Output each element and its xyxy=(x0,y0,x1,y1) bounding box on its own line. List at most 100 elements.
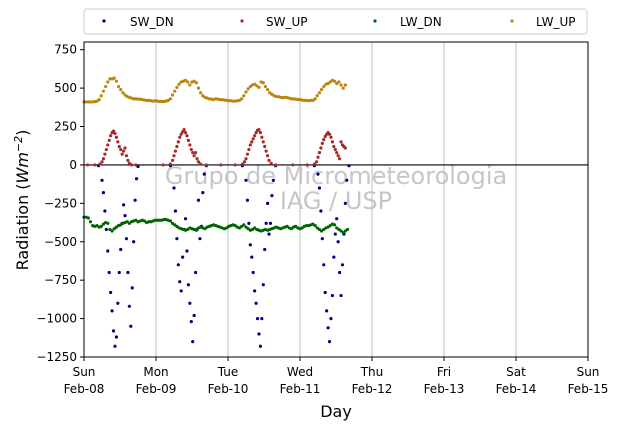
series-lw-up xyxy=(82,76,347,104)
data-point xyxy=(261,81,265,85)
data-point xyxy=(267,232,271,236)
data-point xyxy=(244,157,248,161)
data-point xyxy=(106,80,110,84)
data-point xyxy=(106,249,110,253)
data-point xyxy=(322,263,326,267)
x-tick-label-day: Sat xyxy=(506,365,526,379)
data-point xyxy=(170,93,175,97)
y-tick-label: −1250 xyxy=(36,350,77,364)
x-axis-label: Day xyxy=(320,402,352,421)
data-point xyxy=(340,263,345,267)
data-point xyxy=(181,130,185,134)
data-point xyxy=(110,229,114,233)
legend-label-sw-dn: SW_DN xyxy=(130,15,174,29)
data-point xyxy=(179,132,183,136)
data-point xyxy=(192,154,196,158)
data-point xyxy=(242,223,246,227)
data-point xyxy=(327,132,332,136)
data-point xyxy=(248,143,252,147)
data-point xyxy=(134,163,138,167)
data-point xyxy=(260,316,264,321)
data-point xyxy=(319,146,323,150)
data-point xyxy=(332,255,336,259)
data-point xyxy=(126,270,130,275)
data-point xyxy=(176,263,180,267)
data-point xyxy=(338,157,342,161)
data-point xyxy=(199,91,203,95)
data-point xyxy=(168,162,172,166)
x-tick-label-day: Sun xyxy=(577,365,600,379)
data-point xyxy=(114,79,118,83)
data-point xyxy=(320,141,324,146)
data-point xyxy=(181,255,185,259)
x-tick-label-day: Wed xyxy=(287,365,313,379)
data-point xyxy=(116,84,121,89)
data-point xyxy=(116,301,120,305)
x-tick-label-day: Fri xyxy=(437,365,451,379)
data-point xyxy=(86,163,90,167)
data-point xyxy=(250,255,254,259)
data-point xyxy=(117,144,121,149)
data-point xyxy=(248,243,252,247)
data-point xyxy=(326,326,330,330)
x-tick-label-day: Tue xyxy=(217,365,239,379)
legend-marker-sw-dn xyxy=(102,19,106,23)
data-point xyxy=(109,290,113,295)
data-point xyxy=(122,149,126,153)
data-point xyxy=(338,270,342,275)
series-lw-dn xyxy=(82,215,350,235)
y-tick-label: −1000 xyxy=(36,312,77,326)
data-point xyxy=(345,227,350,232)
data-point xyxy=(253,134,257,138)
data-point xyxy=(254,131,258,135)
data-point xyxy=(104,147,108,152)
y-tick-label: 250 xyxy=(54,120,77,134)
data-point xyxy=(273,163,278,167)
data-point xyxy=(106,221,110,225)
data-point xyxy=(317,91,322,95)
data-point xyxy=(266,201,270,205)
data-point xyxy=(330,293,334,298)
data-point xyxy=(114,335,118,339)
data-point xyxy=(97,98,101,102)
data-point xyxy=(117,270,121,275)
legend-marker-lw-dn xyxy=(373,19,377,23)
data-point xyxy=(173,89,177,93)
data-point xyxy=(343,83,347,87)
data-point xyxy=(182,127,186,132)
data-point xyxy=(93,163,97,167)
data-point xyxy=(219,163,223,167)
data-point xyxy=(244,178,248,182)
watermark-line-1: Grupo de Micrometeorologia xyxy=(165,162,507,190)
data-point xyxy=(198,237,202,241)
data-point xyxy=(100,160,104,164)
data-point xyxy=(130,286,134,290)
data-point xyxy=(251,137,255,141)
data-point xyxy=(119,247,123,252)
data-point xyxy=(332,144,336,149)
data-point xyxy=(194,270,198,275)
data-point xyxy=(266,154,270,158)
data-point xyxy=(264,221,268,225)
legend-marker-lw-up xyxy=(510,19,514,23)
data-point xyxy=(325,309,329,313)
data-point xyxy=(133,198,137,202)
legend-label-sw-up: SW_UP xyxy=(266,15,308,29)
data-point xyxy=(329,135,333,139)
data-point xyxy=(245,198,250,202)
data-point xyxy=(110,309,114,313)
data-point xyxy=(124,154,129,158)
data-point xyxy=(291,163,295,167)
data-point xyxy=(101,89,106,93)
data-point xyxy=(168,219,172,223)
legend-label-lw-dn: LW_DN xyxy=(400,15,442,29)
data-point xyxy=(116,140,120,144)
data-point xyxy=(189,147,193,152)
data-point xyxy=(103,209,107,213)
data-point xyxy=(175,237,179,241)
data-point xyxy=(124,237,129,241)
data-point xyxy=(347,164,351,168)
series-sw-up xyxy=(86,127,347,167)
data-point xyxy=(194,81,198,85)
data-point xyxy=(341,86,345,90)
